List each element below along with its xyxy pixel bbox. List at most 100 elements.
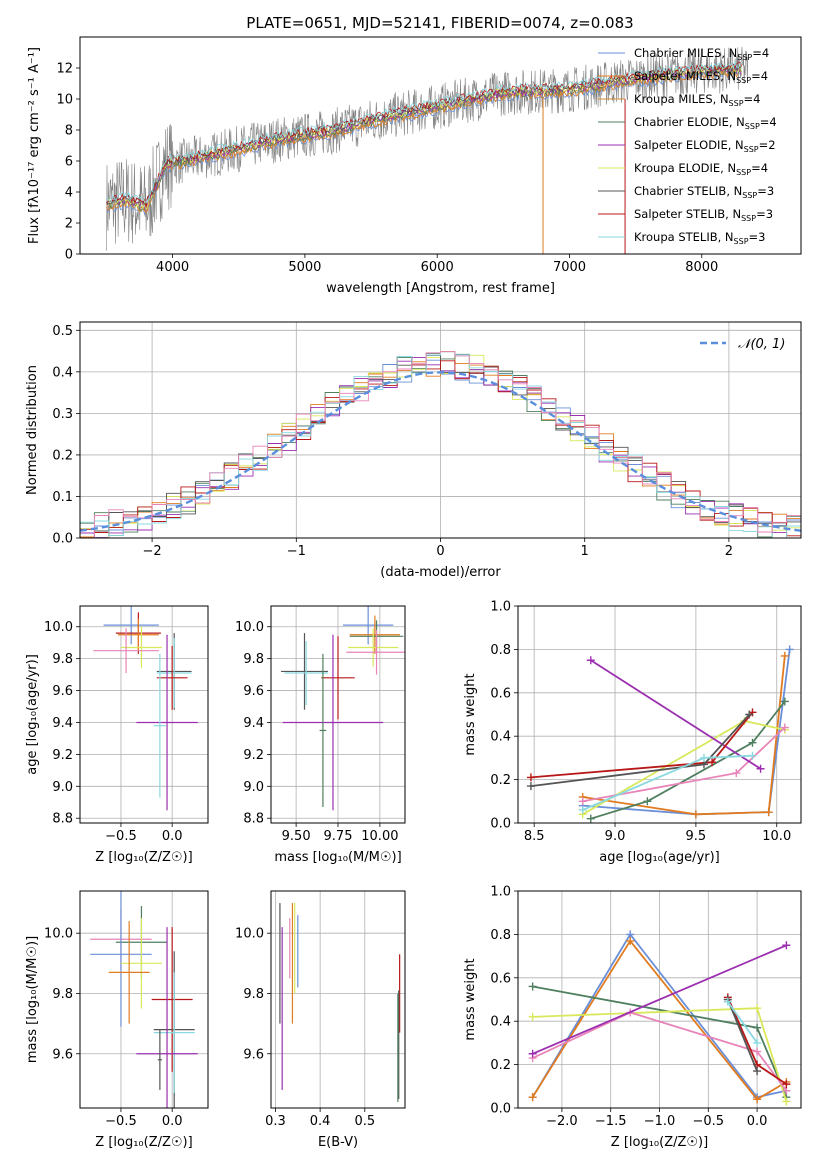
residual-hist-plot xyxy=(80,350,801,538)
error-bar-point xyxy=(90,891,152,1027)
y-tick-label: 10.0 xyxy=(235,620,264,635)
data-point xyxy=(691,810,700,819)
data-point xyxy=(756,764,765,773)
normal-curve xyxy=(80,371,801,532)
series-line xyxy=(590,700,786,820)
data-point xyxy=(753,1095,762,1104)
y-tick-label: 0.4 xyxy=(490,1015,511,1030)
mass-vs-ebv-xlabel: E(B-V) xyxy=(318,1135,358,1150)
data-point xyxy=(780,651,789,660)
axes-frame xyxy=(79,36,802,255)
residual-hist-xlabel: (data-model)/error xyxy=(380,565,501,580)
data-point xyxy=(780,697,789,706)
spectrum-axes: 4000 5000 6000 7000 8000 0 2 4 6 8 10 12 wavelength … xyxy=(27,36,802,296)
data-point xyxy=(528,1049,537,1058)
x-tick-label: 10.0 xyxy=(762,829,791,844)
y-tick-label: 10 xyxy=(56,93,73,108)
data-point xyxy=(782,1097,791,1106)
x-tick-label: 0 xyxy=(436,544,444,559)
residual-hist-ylabel: Normed distribution xyxy=(25,365,40,495)
weight-series xyxy=(526,710,754,791)
x-tick-label: −0.5 xyxy=(105,829,137,844)
age-vs-mass-plot xyxy=(281,606,405,811)
y-tick-label: 10.0 xyxy=(235,927,264,942)
legend-label: Kroupa ELODIE, NSSP=4 xyxy=(634,161,768,177)
data-point xyxy=(732,769,741,778)
y-tick-label: 0.2 xyxy=(490,773,511,788)
legend-label: Salpeter MILES, NSSP=4 xyxy=(634,69,768,85)
y-tick-label: 9.8 xyxy=(243,987,264,1002)
y-tick-label: 9.8 xyxy=(52,987,73,1002)
series-line xyxy=(727,1001,758,1044)
data-point xyxy=(699,753,708,762)
weight-vs-Z-xlabel: Z [log₁₀(Z/Z☉)] xyxy=(611,1135,708,1150)
age-vs-Z-ylabel: age [log₁₀(age/yr)] xyxy=(25,654,40,775)
y-tick-label: 0.8 xyxy=(490,643,511,658)
y-tick-label: 9.4 xyxy=(52,716,73,731)
y-tick-label: 9.6 xyxy=(52,684,73,699)
y-tick-label: 0 xyxy=(65,248,73,263)
error-bar-point xyxy=(348,628,399,667)
x-tick-label: −1 xyxy=(287,544,306,559)
y-tick-label: 0.4 xyxy=(490,730,511,745)
mass-vs-Z-plot xyxy=(90,891,198,1108)
data-point xyxy=(764,808,773,817)
data-point xyxy=(753,1023,762,1032)
mass-vs-ebv-plot xyxy=(279,903,401,1102)
histogram-series xyxy=(80,351,801,538)
y-tick-label: 9.4 xyxy=(243,716,264,731)
error-bar-point xyxy=(108,921,150,1024)
data-point xyxy=(723,997,732,1006)
error-bar-point xyxy=(284,641,328,705)
x-tick-label: 10.00 xyxy=(361,829,398,844)
axes-frame xyxy=(517,605,802,824)
data-point xyxy=(748,751,757,760)
weight-series xyxy=(578,751,757,814)
data-point xyxy=(780,723,789,732)
error-bar-point xyxy=(319,653,327,808)
y-tick-label: 9.2 xyxy=(243,748,264,763)
spectrum-xlabel: wavelength [Angstrom, rest frame] xyxy=(326,281,555,296)
x-tick-label: 0.0 xyxy=(747,1114,768,1129)
x-tick-label: 4000 xyxy=(156,260,189,275)
data-point xyxy=(782,1080,791,1089)
mass-vs-Z-axes: −0.5 0.0 9.6 9.8 10.0 Z [log₁₀(Z/Z☉)] mass [lo… xyxy=(25,890,209,1150)
weight-series xyxy=(528,982,791,1102)
weight-vs-Z-ylabel: mass weight xyxy=(463,958,478,1040)
y-tick-label: 0.4 xyxy=(52,365,73,380)
axes-frame xyxy=(79,890,209,1109)
y-tick-label: 8.8 xyxy=(52,812,73,827)
model-spectrum xyxy=(106,68,742,215)
x-tick-label: 9.75 xyxy=(324,829,353,844)
model-spectrum xyxy=(106,60,742,204)
x-tick-label: 0.5 xyxy=(354,1114,375,1129)
mass-vs-Z-ylabel: mass [log₁₀(M/M☉)] xyxy=(25,936,40,1063)
histogram-series xyxy=(80,356,801,537)
data-point xyxy=(586,814,595,823)
y-tick-label: 9.8 xyxy=(52,652,73,667)
data-point xyxy=(782,941,791,950)
axes-frame xyxy=(79,321,802,539)
error-bar-point xyxy=(349,615,400,654)
x-tick-label: 5000 xyxy=(288,260,321,275)
data-point xyxy=(528,1093,537,1102)
axes-frame xyxy=(270,605,406,824)
y-tick-label: 1.0 xyxy=(490,600,511,615)
weight-series xyxy=(528,1004,791,1106)
weight-series xyxy=(586,656,765,773)
y-tick-label: 10.0 xyxy=(44,927,73,942)
data-point xyxy=(753,1047,762,1056)
x-tick-label: −1.0 xyxy=(644,1114,676,1129)
histogram-series xyxy=(80,351,801,538)
series-line xyxy=(590,659,762,770)
series-line xyxy=(582,754,753,811)
error-bar-point xyxy=(151,927,193,1072)
x-tick-label: 0.3 xyxy=(265,1114,286,1129)
y-tick-label: 0.3 xyxy=(52,407,73,422)
y-tick-label: 8.8 xyxy=(243,812,264,827)
error-bar-point xyxy=(136,634,198,811)
spectrum-legend: Chabrier MILES, NSSP=4 Salpeter MILES, NS… xyxy=(598,46,777,246)
error-bar-point xyxy=(282,634,384,811)
error-bar-point xyxy=(120,918,162,1009)
weight-series xyxy=(528,941,791,1058)
